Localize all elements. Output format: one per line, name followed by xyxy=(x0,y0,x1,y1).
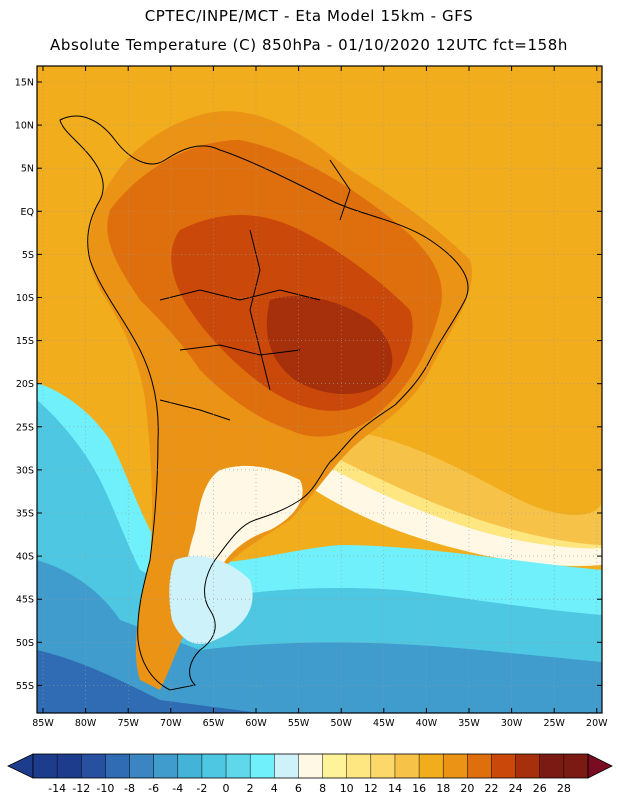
internal-border-1 xyxy=(159,289,321,301)
colorbar-segment xyxy=(394,754,420,778)
field-ocean-coldest xyxy=(37,650,260,713)
lon-label: 65W xyxy=(203,718,225,729)
colorbar-label: 16 xyxy=(412,782,426,795)
map-title: CPTEC/INPE/MCT - Eta Model 15km - GFS xyxy=(144,7,474,25)
colorbar-segment xyxy=(491,754,516,778)
colorbar-label: 2 xyxy=(247,782,254,795)
colorbar-label: 18 xyxy=(436,782,450,795)
colorbar-segment xyxy=(322,754,347,778)
lon-label: 45W xyxy=(373,718,395,729)
colorbar-segment xyxy=(201,754,227,778)
lon-label: 70W xyxy=(160,718,182,729)
colorbar-segment xyxy=(250,754,275,778)
continent-outline xyxy=(59,115,469,691)
colorbar-label: -4 xyxy=(172,782,183,795)
lon-label: 30W xyxy=(501,718,523,729)
colorbar-label: -10 xyxy=(96,782,114,795)
lat-label: 50S xyxy=(16,638,34,649)
colorbar-segment xyxy=(105,754,130,778)
lat-label: 35S xyxy=(16,509,34,520)
colorbar-label: 14 xyxy=(388,782,402,795)
lon-label: 80W xyxy=(75,718,97,729)
colorbar-segment xyxy=(274,754,299,778)
field-ocean-mild-band xyxy=(300,428,602,560)
longitude-axis: 85W 80W 75W 70W 65W 60W 55W 50W 45W 40W 35W 30W 25W 2… xyxy=(32,66,608,729)
colorbar-segment xyxy=(57,754,82,778)
colorbar-label: 24 xyxy=(509,782,523,795)
colorbar-label: 12 xyxy=(364,782,378,795)
lat-label: 5N xyxy=(21,164,34,175)
colorbar-label: -6 xyxy=(148,782,159,795)
colorbar-segment xyxy=(153,754,179,778)
colorbar-segment xyxy=(129,754,154,778)
colorbar-segment xyxy=(81,754,106,778)
colorbar: -14 -12 -10 -8 -6 -4 -2 0 2 4 6 8 10 12 14 16 18 20 22 24 26… xyxy=(7,753,613,795)
colorbar-segment xyxy=(346,754,372,778)
internal-border-3 xyxy=(249,229,271,391)
lat-label: 30S xyxy=(16,465,34,476)
lon-label: 35W xyxy=(458,718,480,729)
colorbar-segment xyxy=(177,754,203,778)
colorbar-label: 0 xyxy=(223,782,230,795)
internal-border-5 xyxy=(329,159,351,221)
lon-label: 40W xyxy=(416,718,438,729)
lon-label: 55W xyxy=(288,718,310,729)
lat-label: 15S xyxy=(16,336,34,347)
lon-label: 20W xyxy=(586,718,608,729)
colorbar-segment xyxy=(467,754,492,778)
colorbar-label: 26 xyxy=(533,782,547,795)
colorbar-segment xyxy=(370,754,396,778)
map-subtitle: Absolute Temperature (C) 850hPa - 01/10/… xyxy=(49,36,569,54)
lat-label: 45S xyxy=(16,595,34,606)
lon-label: 85W xyxy=(32,718,54,729)
colorbar-label: -8 xyxy=(124,782,135,795)
field-land-hotter xyxy=(266,296,393,395)
colorbar-segment xyxy=(226,754,251,778)
lon-label: 50W xyxy=(330,718,352,729)
lat-label: 10S xyxy=(16,293,34,304)
lon-label: 75W xyxy=(117,718,139,729)
lon-label: 25W xyxy=(543,718,565,729)
colorbar-label: 28 xyxy=(557,782,571,795)
lat-label: 15N xyxy=(15,78,34,89)
field-ocean-pale-band xyxy=(300,450,602,566)
map-frame xyxy=(36,65,603,714)
colorbar-label: -12 xyxy=(72,782,90,795)
colorbar-label: 10 xyxy=(340,782,354,795)
temperature-field xyxy=(37,66,602,713)
field-land-pale xyxy=(184,465,303,620)
colorbar-segment xyxy=(33,754,58,778)
field-ocean-very-cold xyxy=(37,560,602,713)
colorbar-segment xyxy=(515,754,541,778)
lat-label: 10N xyxy=(15,121,34,132)
colorbar-low-arrow xyxy=(7,753,34,779)
latitude-axis: 15N 10N 5N EQ 5S 10S 15S 20S 25S 30S 35S 40S 45S 50S 5… xyxy=(15,78,602,692)
colorbar-label: 8 xyxy=(319,782,326,795)
internal-border-4 xyxy=(159,399,231,421)
coastline-borders xyxy=(59,115,469,691)
lat-label: 55S xyxy=(16,681,34,692)
colorbar-segment xyxy=(539,754,565,778)
internal-border-2 xyxy=(179,344,301,356)
colorbar-segment xyxy=(298,754,323,778)
lon-label: 60W xyxy=(245,718,267,729)
colorbar-segment xyxy=(419,754,444,778)
colorbar-frame xyxy=(32,753,589,779)
colorbar-label: 20 xyxy=(460,782,474,795)
colorbar-label: -2 xyxy=(196,782,207,795)
lat-label: 25S xyxy=(16,422,34,433)
colorbar-label: 4 xyxy=(271,782,278,795)
colorbar-segment xyxy=(563,754,589,778)
lat-label: 40S xyxy=(16,552,34,563)
colorbar-high-arrow xyxy=(587,753,613,779)
colorbar-label: -14 xyxy=(48,782,66,795)
lat-label: 5S xyxy=(22,250,34,261)
colorbar-segment xyxy=(443,754,468,778)
colorbar-label: 6 xyxy=(295,782,302,795)
field-land-cool xyxy=(169,556,253,644)
lat-label: 20S xyxy=(16,379,34,390)
colorbar-label: 22 xyxy=(484,782,498,795)
lat-label: EQ xyxy=(21,207,34,218)
